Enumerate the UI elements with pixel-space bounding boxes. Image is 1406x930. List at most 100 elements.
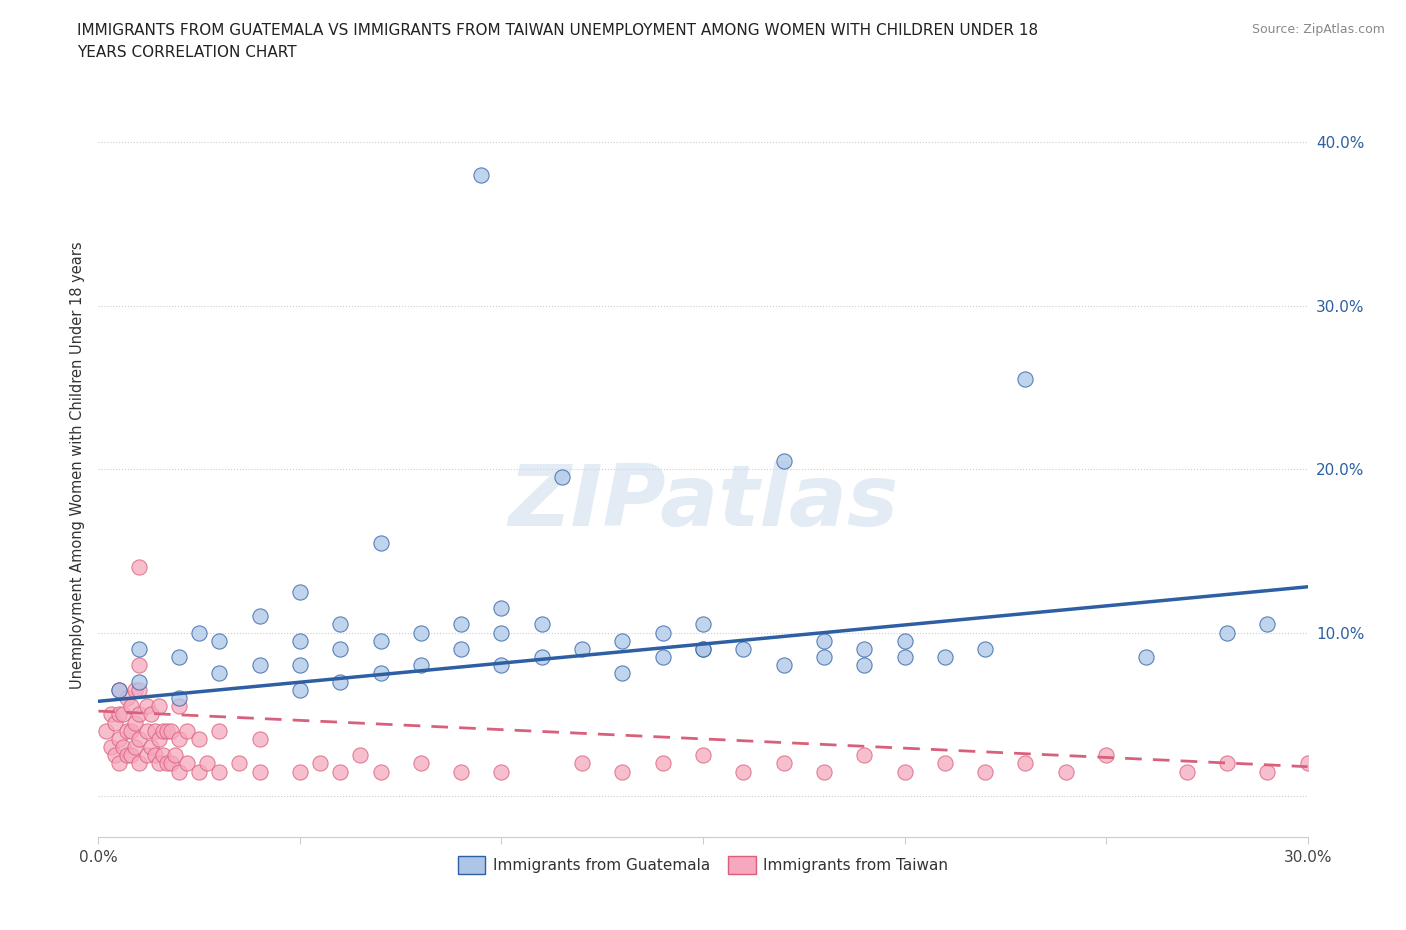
Point xyxy=(176,724,198,738)
Point xyxy=(103,748,125,763)
Point xyxy=(571,756,593,771)
Point xyxy=(143,724,166,738)
Point xyxy=(148,756,170,771)
Point xyxy=(107,732,129,747)
Point xyxy=(934,756,956,771)
Point xyxy=(249,609,271,624)
Point xyxy=(1014,372,1036,387)
Point xyxy=(974,642,997,657)
Point xyxy=(135,698,157,713)
Point xyxy=(135,724,157,738)
Point xyxy=(349,748,371,763)
Point xyxy=(107,756,129,771)
Point xyxy=(195,756,218,771)
Point xyxy=(148,698,170,713)
Point xyxy=(208,764,231,779)
Point xyxy=(120,724,142,738)
Point xyxy=(1095,748,1118,763)
Point xyxy=(370,764,392,779)
Point xyxy=(111,707,134,722)
Point xyxy=(249,658,271,672)
Point xyxy=(733,764,755,779)
Point xyxy=(176,756,198,771)
Point xyxy=(612,633,634,648)
Point xyxy=(853,642,876,657)
Point xyxy=(329,642,352,657)
Point xyxy=(124,739,146,754)
Point xyxy=(409,658,432,672)
Point xyxy=(409,625,432,640)
Point xyxy=(288,658,311,672)
Point xyxy=(370,536,392,551)
Point xyxy=(208,633,231,648)
Point xyxy=(100,739,122,754)
Point xyxy=(139,707,162,722)
Point xyxy=(128,683,150,698)
Point xyxy=(329,617,352,631)
Point xyxy=(100,707,122,722)
Point xyxy=(409,756,432,771)
Point xyxy=(491,658,513,672)
Point xyxy=(156,724,179,738)
Point xyxy=(128,707,150,722)
Point xyxy=(651,650,673,665)
Point xyxy=(120,698,142,713)
Text: YEARS CORRELATION CHART: YEARS CORRELATION CHART xyxy=(77,45,297,60)
Point xyxy=(612,666,634,681)
Point xyxy=(893,633,915,648)
Point xyxy=(128,560,150,575)
Point xyxy=(167,698,190,713)
Point xyxy=(772,658,794,672)
Point xyxy=(853,658,876,672)
Point xyxy=(167,650,190,665)
Point xyxy=(370,633,392,648)
Point xyxy=(651,756,673,771)
Point xyxy=(128,658,150,672)
Point xyxy=(167,764,190,779)
Point xyxy=(160,724,183,738)
Point xyxy=(115,724,138,738)
Point xyxy=(143,748,166,763)
Point xyxy=(124,715,146,730)
Point xyxy=(115,691,138,706)
Point xyxy=(1216,756,1239,771)
Point xyxy=(152,724,174,738)
Y-axis label: Unemployment Among Women with Children Under 18 years: Unemployment Among Women with Children U… xyxy=(70,241,86,689)
Point xyxy=(450,642,472,657)
Point xyxy=(139,739,162,754)
Legend: Immigrants from Guatemala, Immigrants from Taiwan: Immigrants from Guatemala, Immigrants fr… xyxy=(447,845,959,885)
Point xyxy=(96,724,118,738)
Point xyxy=(1256,764,1278,779)
Point xyxy=(329,674,352,689)
Point xyxy=(470,167,492,182)
Point xyxy=(128,674,150,689)
Point xyxy=(893,764,915,779)
Point xyxy=(551,470,574,485)
Point xyxy=(772,454,794,469)
Point xyxy=(228,756,250,771)
Point xyxy=(450,617,472,631)
Point xyxy=(167,732,190,747)
Point xyxy=(1135,650,1157,665)
Text: Source: ZipAtlas.com: Source: ZipAtlas.com xyxy=(1251,23,1385,36)
Point xyxy=(103,715,125,730)
Point xyxy=(1175,764,1198,779)
Point xyxy=(288,683,311,698)
Point xyxy=(651,625,673,640)
Point xyxy=(107,707,129,722)
Point xyxy=(128,732,150,747)
Point xyxy=(530,650,553,665)
Point xyxy=(128,756,150,771)
Point xyxy=(813,633,835,648)
Point xyxy=(934,650,956,665)
Point xyxy=(167,691,190,706)
Point xyxy=(107,683,129,698)
Point xyxy=(813,650,835,665)
Point xyxy=(370,666,392,681)
Point xyxy=(692,642,714,657)
Point xyxy=(772,756,794,771)
Point xyxy=(107,683,129,698)
Point xyxy=(208,724,231,738)
Point xyxy=(188,625,211,640)
Point xyxy=(1054,764,1077,779)
